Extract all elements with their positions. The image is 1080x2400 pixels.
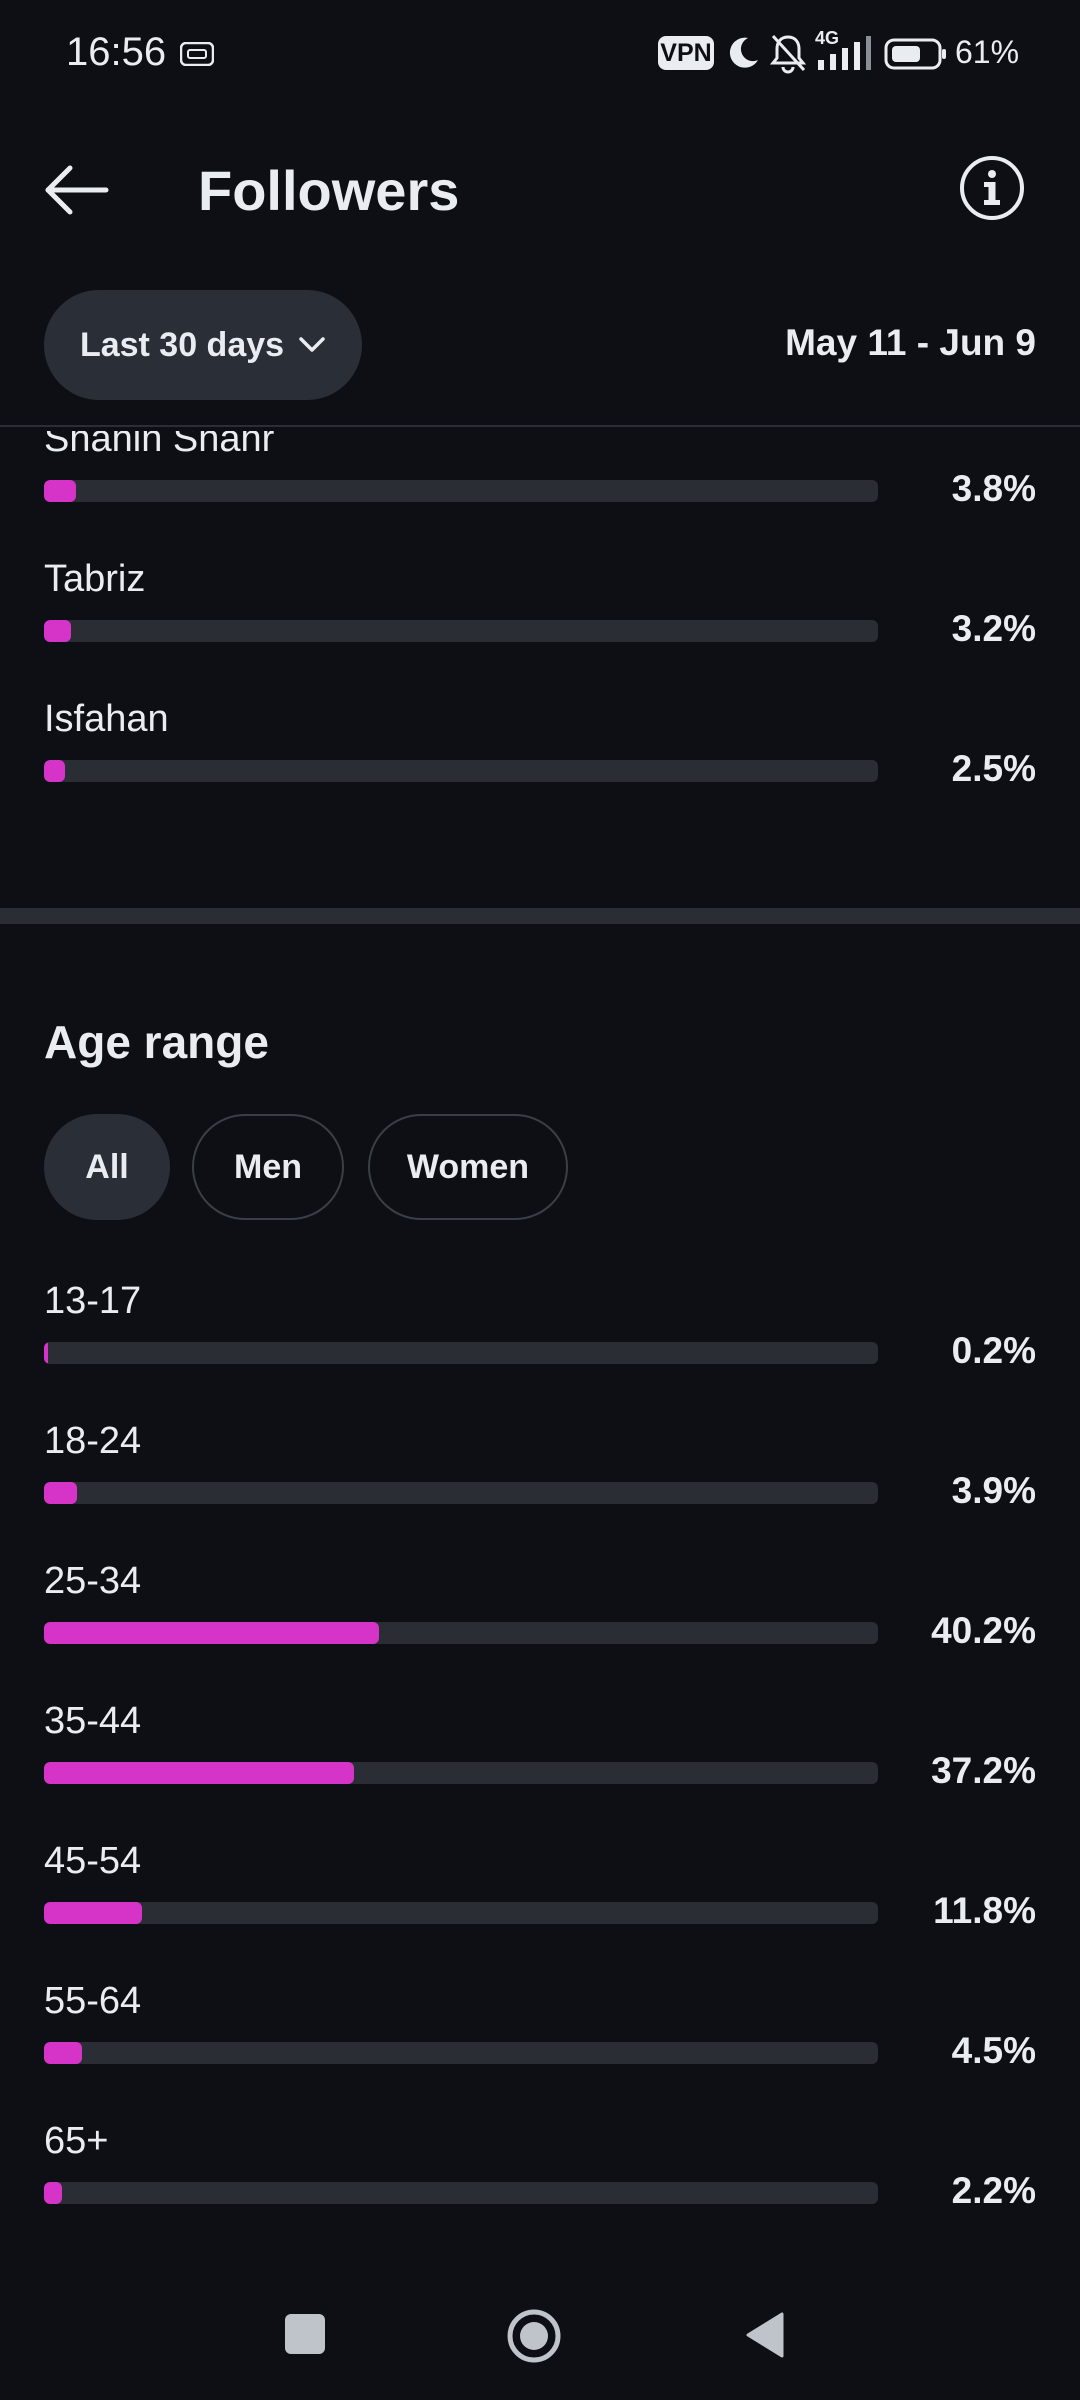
status-time: 16:56 xyxy=(66,30,167,74)
info-icon[interactable] xyxy=(958,154,1026,222)
system-nav-bar xyxy=(0,2268,1080,2400)
bar-fill xyxy=(44,760,65,782)
bar-fill xyxy=(44,620,71,642)
bar-track xyxy=(44,1342,878,1364)
bar-fill xyxy=(44,1762,355,1784)
age-percent: 4.5% xyxy=(951,2030,1036,2071)
age-row: 35-44 37.2% xyxy=(0,1700,1080,1840)
network-type: 4G xyxy=(815,28,840,48)
location-label: Isfahan xyxy=(44,698,169,740)
location-label: Shahin Shahr xyxy=(44,418,275,460)
age-percent: 40.2% xyxy=(931,1610,1036,1651)
battery-icon xyxy=(884,38,946,70)
age-row: 25-34 40.2% xyxy=(0,1560,1080,1700)
age-percent: 2.2% xyxy=(951,2170,1036,2211)
bar-track xyxy=(44,2182,878,2204)
age-percent: 3.9% xyxy=(951,1470,1036,1511)
bar-fill xyxy=(44,1342,49,1364)
section-divider xyxy=(0,908,1080,924)
filter-bar: Last 30 days May 11 - Jun 9 xyxy=(0,290,1080,426)
app-header: Followers xyxy=(0,110,1080,260)
bar-track xyxy=(44,1762,878,1784)
vpn-badge: VPN xyxy=(658,36,714,70)
bar-track xyxy=(44,620,878,642)
location-percent: 3.8% xyxy=(951,468,1036,509)
chip-all[interactable]: All xyxy=(44,1114,170,1220)
bar-track xyxy=(44,1482,878,1504)
signal-icon xyxy=(818,36,871,70)
age-row: 45-54 11.8% xyxy=(0,1840,1080,1980)
bar-track xyxy=(44,1622,878,1644)
bar-fill xyxy=(44,480,76,502)
bar-fill xyxy=(44,2042,82,2064)
chip-women[interactable]: Women xyxy=(368,1114,568,1220)
bar-fill xyxy=(44,1622,380,1644)
bar-fill xyxy=(44,2182,63,2204)
status-bar: 16:56 VPN 4G 61% xyxy=(0,0,1080,110)
recents-icon[interactable] xyxy=(285,2314,325,2354)
location-row: Shahin Shahr 3.8% xyxy=(0,418,1080,558)
age-label: 65+ xyxy=(44,2120,109,2162)
age-row: 65+ 2.2% xyxy=(0,2120,1080,2260)
date-range-text: May 11 - Jun 9 xyxy=(785,322,1036,363)
age-label: 55-64 xyxy=(44,1980,142,2022)
location-row: Tabriz 3.2% xyxy=(0,558,1080,698)
chevron-down-icon xyxy=(299,337,325,352)
sim-card-icon xyxy=(180,42,214,66)
page-title: Followers xyxy=(198,159,460,222)
bar-track xyxy=(44,1902,878,1924)
location-row: Isfahan 2.5% xyxy=(0,698,1080,838)
age-row: 55-64 4.5% xyxy=(0,1980,1080,2120)
date-range-label: Last 30 days xyxy=(79,325,285,364)
date-range-dropdown[interactable]: Last 30 days xyxy=(44,290,362,400)
location-percent: 2.5% xyxy=(951,748,1036,789)
age-percent: 37.2% xyxy=(931,1750,1036,1791)
battery-percent: 61% xyxy=(955,34,1020,70)
age-range-title: Age range xyxy=(44,1016,269,1068)
age-label: 18-24 xyxy=(44,1420,142,1462)
bell-muted-icon xyxy=(769,34,807,74)
divider xyxy=(0,425,1080,427)
age-percent: 0.2% xyxy=(951,1330,1036,1371)
bar-track xyxy=(44,480,878,502)
age-row: 13-17 0.2% xyxy=(0,1280,1080,1420)
chip-men[interactable]: Men xyxy=(192,1114,344,1220)
age-label: 35-44 xyxy=(44,1700,142,1742)
location-label: Tabriz xyxy=(44,558,146,600)
age-row: 18-24 3.9% xyxy=(0,1420,1080,1560)
bar-track xyxy=(44,2042,878,2064)
age-label: 25-34 xyxy=(44,1560,142,1602)
bar-fill xyxy=(44,1482,77,1504)
nav-back-icon[interactable] xyxy=(744,2310,786,2360)
bar-fill xyxy=(44,1902,143,1924)
moon-icon xyxy=(729,37,758,68)
age-label: 13-17 xyxy=(44,1280,142,1322)
bar-track xyxy=(44,760,878,782)
age-percent: 11.8% xyxy=(933,1890,1036,1931)
back-arrow-icon[interactable] xyxy=(40,150,120,230)
home-icon[interactable] xyxy=(506,2308,562,2364)
location-percent: 3.2% xyxy=(951,608,1036,649)
age-label: 45-54 xyxy=(44,1840,142,1882)
